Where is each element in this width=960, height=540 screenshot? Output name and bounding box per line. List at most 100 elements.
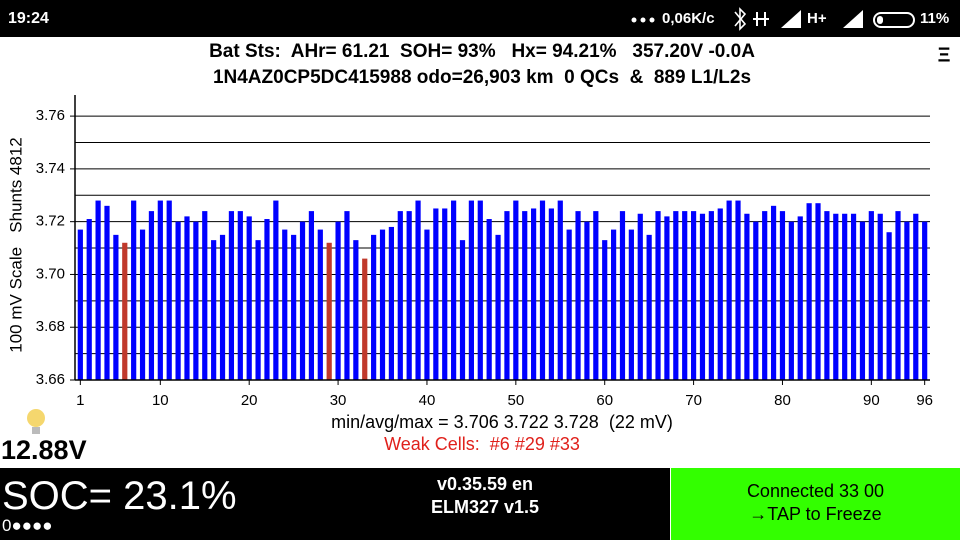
bar [637,213,643,380]
bar [317,229,323,380]
bar [824,211,830,380]
bar [593,211,599,380]
bar [842,213,848,380]
bar [904,221,910,380]
battery-percent: 11% [920,10,949,27]
bar [859,221,866,380]
bar [913,213,919,380]
bar [584,221,590,380]
bar [628,229,634,380]
bar [797,216,803,380]
y-axis-label: 100 mV Scale Shunts 4812 [6,137,25,352]
battery-level [877,16,883,24]
signal-icon [781,10,801,28]
bar [886,232,892,380]
bar [690,211,697,380]
bar [548,208,554,380]
bar [415,200,421,380]
bar [335,221,341,380]
battery-icon [873,12,915,28]
bar [726,200,732,380]
x-tick-label: 20 [241,392,258,409]
net-speed: 0,06K/c [662,10,715,27]
bar [442,208,448,380]
bar [424,229,430,380]
bar [148,211,155,380]
bar [291,234,297,380]
bar [299,221,306,380]
bar [433,208,439,380]
bar [699,213,706,380]
bar [539,200,546,380]
bar [770,205,777,380]
version-box: v0.35.59 en ELM327 v1.5 [385,473,585,519]
bar [255,240,261,380]
menu-button[interactable]: Ξ [938,44,951,66]
x-tick-label: 70 [685,392,702,409]
bar [371,234,377,380]
x-tick-label: 80 [774,392,791,409]
bar [610,229,617,380]
bar [273,200,279,380]
bulb-icon [27,409,45,434]
bar [86,219,92,380]
bar [531,208,537,380]
bar [495,234,501,380]
bar [664,216,670,380]
bar [575,211,581,380]
bar [682,211,688,380]
bar [95,200,101,380]
bar [744,213,750,380]
bar [104,205,110,380]
bar [717,208,723,380]
x-tick-label: 90 [863,392,880,409]
connection: Connected 33 00 [746,481,885,501]
bar [877,213,883,380]
bar [211,240,217,380]
bar [113,234,119,380]
bar [646,234,652,380]
bar [406,211,412,380]
bar [237,211,243,380]
y-tick-label: 3.76 [36,107,65,124]
header-line: 1N4AZ0CP5DC415988 odo=26,903 km 0 QCs & … [213,67,751,88]
soc: SOC= 23.1% [2,474,237,518]
y-tick-label: 3.72 [36,213,65,230]
bar [486,219,492,380]
bar [166,200,172,380]
status-dots-text: 0●●●● [2,516,53,535]
bar [451,200,457,380]
bar [762,211,768,380]
bar [806,203,812,380]
bar [139,229,146,380]
bluetooth-icon [734,7,747,31]
x-tick-label: 60 [596,392,613,409]
bar [353,240,359,380]
bar [468,200,474,380]
bar [202,211,208,380]
y-tick-label: 3.66 [36,371,65,388]
x-tick-label: 40 [419,392,436,409]
bar [708,211,714,380]
vibrate-icon [753,12,769,26]
bar [379,229,386,380]
bar [246,216,252,380]
x-tick-label: 10 [152,392,169,409]
bar [362,258,368,380]
bar [522,211,528,380]
freeze-button[interactable]: Connected 33 00 →TAP to Freeze [671,468,960,540]
bar [308,211,315,380]
x-tick-label: 96 [916,392,933,409]
bar [566,229,572,380]
x-tick-label: 1 [76,392,84,409]
bar [673,211,679,380]
signal-icon [843,10,863,28]
aux-voltage: 12.88V [1,435,87,465]
bar [602,240,608,380]
bar [922,221,928,380]
bar [557,200,563,380]
bar [219,234,226,380]
bar [388,226,395,380]
header-line: Bat Sts: AHr= 61.21 SOH= 93% Hx= 94.21% … [209,41,755,62]
